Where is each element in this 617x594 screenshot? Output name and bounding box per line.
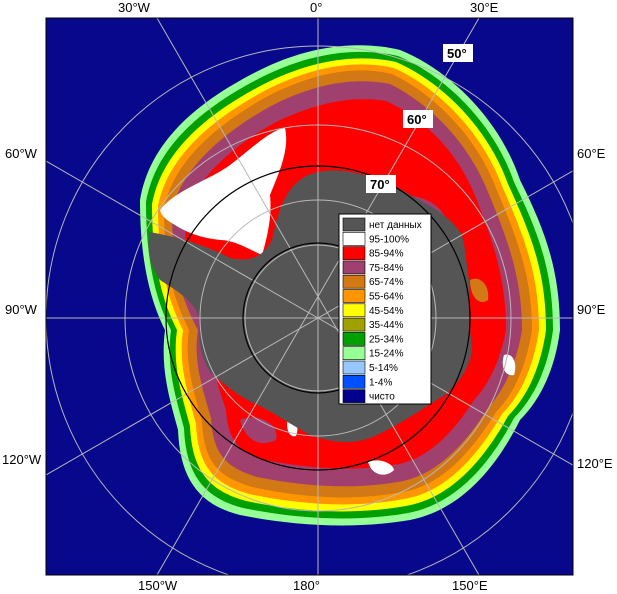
legend-label: 5-14%: [369, 363, 398, 374]
lon-label-120e: 120°E: [577, 456, 613, 471]
ice-patch-95-100: [160, 128, 287, 255]
legend-label: 35-44%: [369, 320, 404, 331]
legend-label: нет данных: [369, 220, 422, 231]
legend-label: 25-34%: [369, 334, 404, 345]
legend-label: 75-84%: [369, 263, 404, 274]
lon-label-180: 180°: [293, 578, 320, 593]
ice-patch-65-74: [470, 278, 489, 302]
legend-label: 65-74%: [369, 277, 404, 288]
latitude-label-70-bg: [366, 175, 396, 193]
lon-label-30e: 30°E: [470, 0, 499, 15]
latitude-label-50: 50°: [447, 46, 467, 61]
legend-label: 1-4%: [369, 377, 392, 388]
latitude-labels: 50° 60° 70°: [366, 44, 473, 193]
latitude-label-60: 60°: [407, 112, 427, 127]
lon-label-120w: 120°W: [2, 452, 42, 467]
legend-swatch: [342, 389, 366, 403]
legend-swatch: [342, 246, 366, 260]
legend-swatch: [342, 374, 366, 389]
legend-swatch: [342, 260, 366, 275]
legend-label: чисто: [369, 392, 395, 403]
legend-swatch: [342, 360, 366, 375]
parallel-60-line: [165, 165, 471, 471]
meridian-60e-120w: [46, 170, 573, 476]
legend-label: 95-100%: [369, 234, 409, 245]
lon-label-150e: 150°E: [452, 578, 488, 593]
lon-label-60e: 60°E: [577, 146, 606, 161]
legend-label: 15-24%: [369, 349, 404, 360]
ice-patch-95-100: [368, 460, 394, 475]
map-frame: [45, 17, 574, 576]
legend-swatch: [342, 317, 366, 332]
lon-label-90e: 90°E: [577, 302, 606, 317]
latitude-label-60-bg: [403, 110, 433, 128]
legend-label: 45-54%: [369, 306, 404, 317]
legend-swatch: [342, 217, 366, 232]
ice-patch-75-84: [240, 417, 277, 444]
lon-label-90w: 90°W: [5, 302, 38, 317]
legend: нет данных 95-100% 85-94% 75-84% 65-74% 55-64…: [338, 213, 432, 405]
legend-swatch: [342, 303, 366, 318]
legend-swatch: [342, 289, 366, 303]
latitude-label-50-bg: [443, 44, 473, 62]
legend-label: 85-94%: [369, 249, 404, 260]
legend-label: 55-64%: [369, 292, 404, 303]
lon-label-0: 0°: [310, 0, 322, 15]
legend-swatch: [342, 332, 366, 346]
ice-patch-95-100: [502, 354, 516, 376]
latitude-label-70: 70°: [370, 177, 390, 192]
legend-swatch: [342, 232, 366, 246]
lon-label-60w: 60°W: [5, 146, 38, 161]
legend-swatch: [342, 346, 366, 361]
lon-label-150w: 150°W: [138, 578, 178, 593]
lon-label-30w: 30°W: [118, 0, 151, 15]
legend-swatch: [342, 274, 366, 289]
